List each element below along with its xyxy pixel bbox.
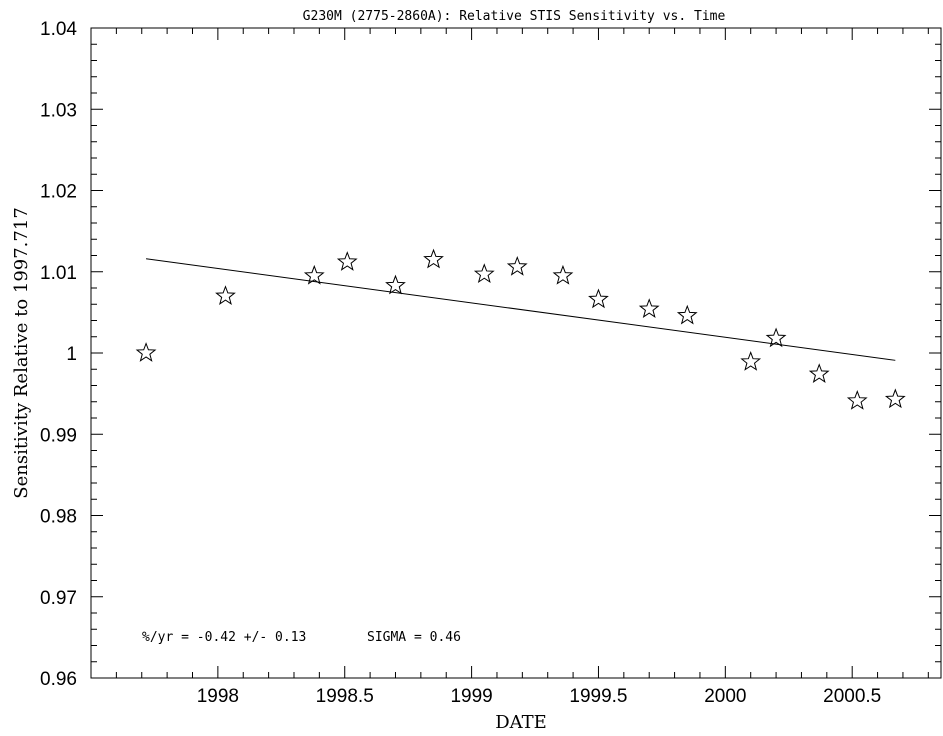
y-tick-label: 1.04 (40, 19, 77, 40)
y-tick-label: 1.01 (40, 263, 77, 284)
x-tick-label: 1998 (197, 686, 239, 707)
star-point (135, 342, 157, 362)
x-tick-label: 1998.5 (316, 686, 374, 707)
x-tick-label: 1999.5 (569, 686, 627, 707)
y-tick-label: 0.96 (40, 669, 77, 690)
data-points (135, 248, 906, 410)
y-tick-label: 0.97 (40, 588, 77, 609)
star-point (676, 304, 698, 325)
x-tick-label: 2000.5 (823, 686, 881, 707)
star-point (336, 251, 358, 271)
star-point (215, 285, 236, 305)
star-point (423, 248, 444, 269)
y-tick-label: 0.99 (40, 425, 77, 446)
slope-annotation: %/yr = -0.42 +/- 0.13 (142, 630, 306, 645)
x-tick-label: 2000 (704, 686, 746, 707)
y-tick-label: 0.98 (40, 507, 77, 528)
y-tick-label: 1.02 (40, 182, 77, 203)
star-point (884, 388, 906, 409)
star-point (588, 288, 609, 309)
star-point (808, 363, 830, 383)
x-axis-label: DATE (495, 712, 547, 733)
x-tick-label: 1999 (450, 686, 492, 707)
star-point (846, 390, 868, 410)
star-point (473, 263, 495, 284)
star-point (638, 298, 660, 318)
y-axis-ticks: 0.96 0.97 0.98 0.99 1 1.01 1.02 1.03 1.04 (40, 19, 941, 690)
y-tick-label: 1.03 (40, 100, 77, 121)
y-axis-label: Sensitivity Relative to 1997.717 (11, 207, 32, 499)
star-point (506, 255, 528, 276)
chart-title: G230M (2775-2860A): Relative STIS Sensit… (303, 9, 726, 24)
star-point (740, 351, 762, 371)
star-point (552, 264, 574, 285)
star-point (765, 327, 787, 348)
star-point (385, 274, 406, 295)
sigma-annotation: SIGMA = 0.46 (367, 630, 461, 645)
plot-frame (90, 27, 942, 679)
y-tick-label: 1 (66, 344, 77, 365)
x-axis-ticks: 1998 1998.5 1999 1999.5 2000 2000.5 (90, 28, 929, 707)
star-point (303, 264, 325, 285)
trend-fit-line (145, 258, 896, 361)
